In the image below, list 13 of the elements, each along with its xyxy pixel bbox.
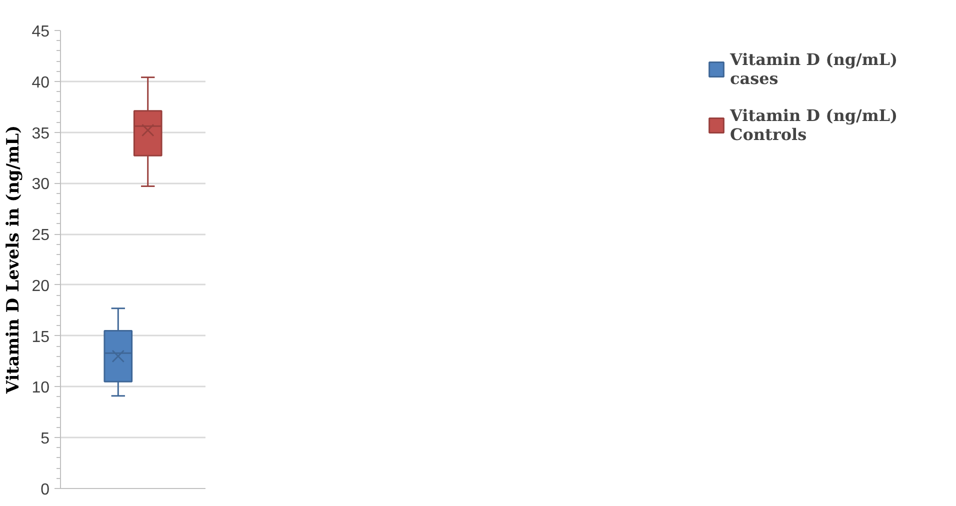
y-tick-label: 15 bbox=[32, 328, 50, 346]
y-tick-label: 30 bbox=[32, 176, 50, 194]
legend-label: Vitamin D (ng/mL) cases bbox=[730, 50, 899, 88]
y-tick-label: 40 bbox=[32, 74, 50, 92]
legend-label: Vitamin D (ng/mL) Controls bbox=[730, 106, 899, 144]
y-tick-label: 20 bbox=[32, 278, 50, 295]
y-tick-label: 0 bbox=[40, 482, 50, 498]
y-tick-label: 45 bbox=[32, 24, 50, 40]
y-tick-label: 35 bbox=[32, 125, 50, 142]
y-tick-label: 10 bbox=[32, 380, 50, 397]
y-tick-label: 25 bbox=[32, 227, 50, 244]
y-tick-label: 5 bbox=[40, 430, 50, 448]
y-axis-title: Vitamin D Levels in (ng/mL) bbox=[4, 125, 24, 395]
